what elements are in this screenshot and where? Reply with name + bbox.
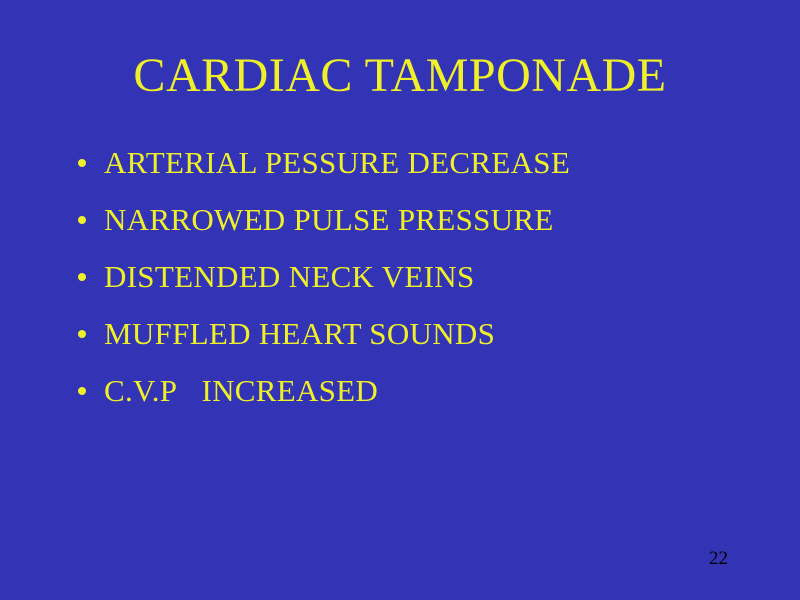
list-item: NARROWED PULSE PRESSURE [78,198,800,243]
bullet-text: NARROWED PULSE PRESSURE [104,198,554,243]
bullet-icon [78,330,86,338]
list-item: DISTENDED NECK VEINS [78,255,800,300]
bullet-text: DISTENDED NECK VEINS [104,255,475,300]
bullet-text: C.V.P INCREASED [104,369,378,414]
bullet-icon [78,159,86,167]
bullet-icon [78,273,86,281]
bullet-text: MUFFLED HEART SOUNDS [104,312,495,357]
list-item: ARTERIAL PESSURE DECREASE [78,141,800,186]
bullet-icon [78,216,86,224]
page-number: 22 [709,548,728,570]
list-item: C.V.P INCREASED [78,369,800,414]
bullet-icon [78,387,86,395]
slide-title: CARDIAC TAMPONADE [0,0,800,141]
list-item: MUFFLED HEART SOUNDS [78,312,800,357]
bullet-text: ARTERIAL PESSURE DECREASE [104,141,570,186]
bullet-list: ARTERIAL PESSURE DECREASE NARROWED PULSE… [0,141,800,414]
